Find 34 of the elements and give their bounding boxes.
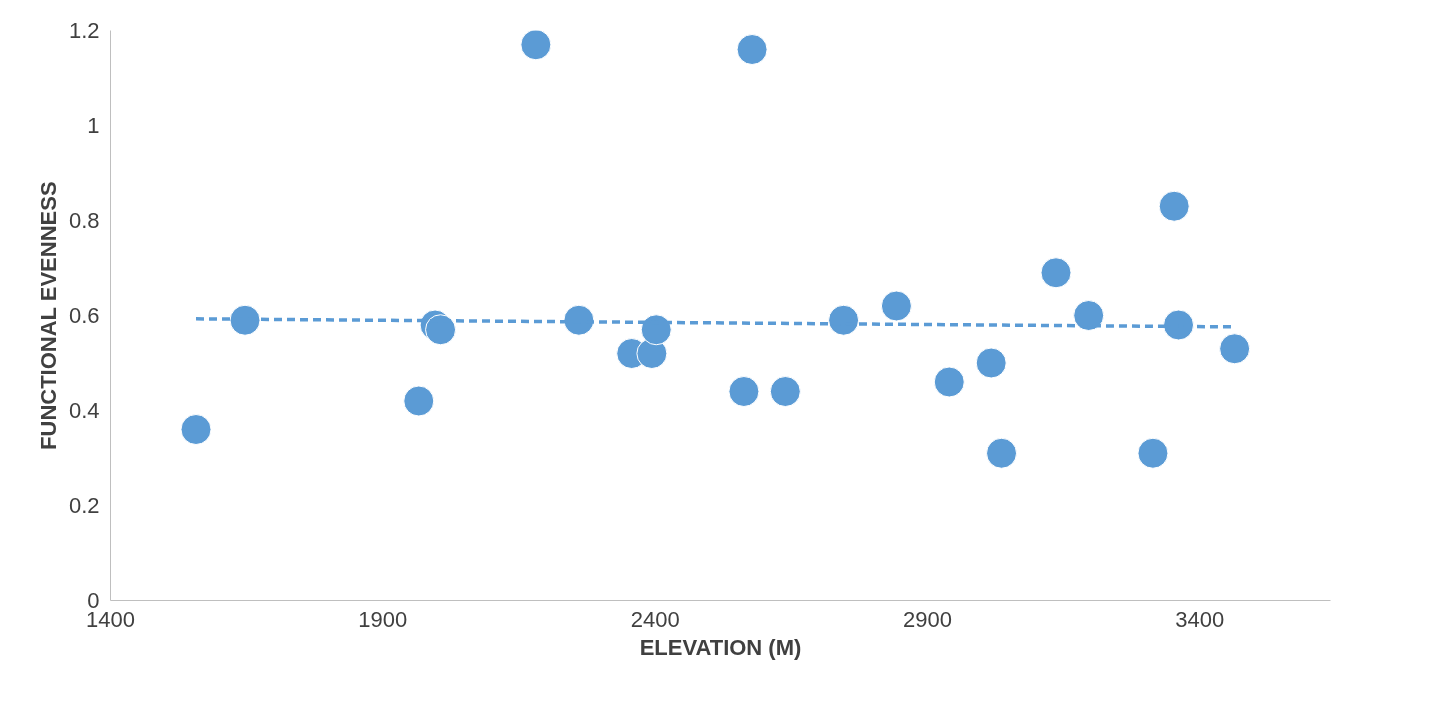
point	[563, 304, 595, 336]
point	[180, 414, 212, 445]
point	[975, 347, 1007, 379]
y-tick-label: 1	[87, 113, 100, 138]
y-tick-label: 1.2	[68, 18, 100, 43]
point	[880, 290, 912, 322]
y-tick-label: 0	[87, 588, 100, 613]
y-axis-title: FUNCTIONAL EVENNESS	[35, 181, 61, 450]
x-tick-label: 3400	[1175, 606, 1225, 632]
point	[986, 437, 1018, 469]
point	[1073, 300, 1105, 331]
point	[1040, 257, 1072, 289]
point	[229, 304, 261, 336]
point	[403, 385, 435, 417]
point	[1137, 437, 1169, 469]
y-tick-label: 0.4	[68, 398, 100, 423]
x-tick-label: 1900	[358, 606, 408, 632]
x-axis-title: ELEVATION (M)	[639, 634, 802, 660]
point	[769, 376, 801, 407]
point	[640, 314, 672, 346]
point	[728, 376, 760, 407]
point	[736, 34, 768, 65]
x-tick-label: 2400	[630, 606, 680, 632]
point	[1219, 333, 1251, 365]
y-tick-label: 0.6	[68, 303, 100, 328]
point	[828, 304, 860, 336]
point	[1163, 309, 1195, 341]
point	[933, 366, 965, 398]
x-tick-label: 2900	[902, 606, 952, 632]
y-tick-label: 0.8	[68, 208, 100, 233]
point	[1158, 190, 1190, 222]
y-tick-label: 0.2	[68, 493, 100, 518]
point	[425, 314, 457, 346]
point	[520, 30, 552, 61]
